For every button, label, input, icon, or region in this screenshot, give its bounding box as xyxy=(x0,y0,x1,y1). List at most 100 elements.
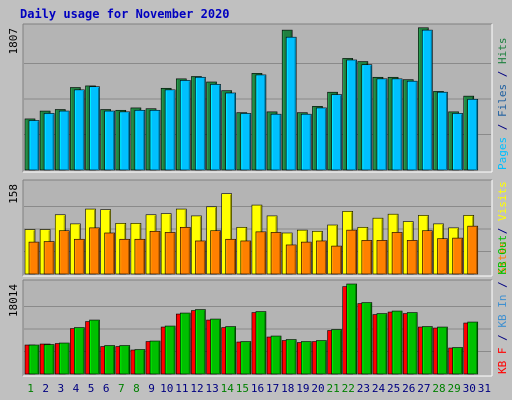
bar-sites-11 xyxy=(179,226,191,275)
bar-sites-28 xyxy=(437,238,448,275)
bar-pages-27 xyxy=(422,29,433,171)
bar-pages-11 xyxy=(179,80,191,171)
x-tick-label-10: 10 xyxy=(160,382,173,395)
x-tick-label-5: 5 xyxy=(88,382,95,395)
bar-sites-18 xyxy=(285,244,297,275)
bar-pages-3 xyxy=(58,110,70,171)
bar-kb-out-6 xyxy=(104,345,115,375)
bar-sites-7 xyxy=(119,238,131,275)
bar-kb-out-24 xyxy=(376,313,388,375)
bar-sites-5 xyxy=(89,227,100,275)
x-tick-label-26: 26 xyxy=(402,382,415,395)
bar-sites-24 xyxy=(376,240,388,275)
x-tick-label-2: 2 xyxy=(42,382,49,395)
bar-sites-1 xyxy=(28,241,40,275)
bar-pages-16 xyxy=(255,74,267,171)
series-legend-label: Pages / Files / Hits xyxy=(496,38,509,171)
bar-kb-out-9 xyxy=(149,340,161,375)
bar-kb-out-22 xyxy=(346,283,358,375)
bar-sites-13 xyxy=(210,230,221,275)
x-tick-label-24: 24 xyxy=(372,382,386,395)
x-tick-label-13: 13 xyxy=(205,382,218,395)
x-tick-label-23: 23 xyxy=(357,382,370,395)
x-tick-label-8: 8 xyxy=(133,382,140,395)
x-tick-label-4: 4 xyxy=(73,382,80,395)
legend-part: Sites xyxy=(496,241,509,274)
x-tick-label-31: 31 xyxy=(478,382,491,395)
x-axis-labels: 1 2 3 4 5 6 7 8 9 10 11 12 13 14 15 16 17 18 19 20 21 22 23 24 2… xyxy=(27,382,491,395)
bar-sites-17 xyxy=(270,232,282,275)
bar-sites-15 xyxy=(240,240,252,275)
bar-pages-12 xyxy=(195,76,206,171)
bar-kb-out-25 xyxy=(391,310,403,375)
bar-kb-out-3 xyxy=(58,342,70,375)
x-tick-label-15: 15 xyxy=(236,382,249,395)
bar-kb-out-18 xyxy=(285,339,297,375)
x-tick-label-25: 25 xyxy=(387,382,400,395)
bar-kb-out-4 xyxy=(74,327,85,375)
bar-pages-4 xyxy=(74,89,85,171)
panel-hits_files_pages: 1807 Pages / Files / Hits xyxy=(7,23,509,173)
bar-kb-out-28 xyxy=(437,326,448,375)
bar-sites-22 xyxy=(346,229,358,275)
bar-pages-30 xyxy=(467,98,479,171)
bar-pages-1 xyxy=(28,120,40,171)
bar-kb-out-13 xyxy=(210,318,221,375)
chart-title: Daily usage for November 2020 xyxy=(20,7,230,21)
bar-sites-26 xyxy=(406,240,418,275)
legend-part: / xyxy=(496,221,509,241)
bar-kb-out-8 xyxy=(134,349,146,375)
bar-kb-out-16 xyxy=(255,311,267,375)
bar-kb-out-29 xyxy=(452,347,463,375)
bar-pages-7 xyxy=(119,111,131,171)
bar-kb-out-15 xyxy=(240,341,252,375)
bar-sites-14 xyxy=(225,238,236,275)
bar-kb-out-7 xyxy=(119,345,131,375)
bar-pages-13 xyxy=(210,84,221,171)
bar-sites-10 xyxy=(164,232,176,275)
legend-part: Pages xyxy=(496,137,509,170)
bar-kb-out-20 xyxy=(316,340,327,375)
x-tick-label-28: 28 xyxy=(432,382,445,395)
x-tick-label-19: 19 xyxy=(296,382,309,395)
x-tick-label-29: 29 xyxy=(448,382,461,395)
bar-kb-out-30 xyxy=(467,321,479,375)
bar-pages-14 xyxy=(225,92,236,171)
bar-sites-3 xyxy=(58,230,70,275)
bar-pages-26 xyxy=(406,80,418,171)
bar-kb-out-10 xyxy=(164,325,176,375)
bar-kb-out-2 xyxy=(43,344,55,375)
bar-sites-12 xyxy=(195,240,206,275)
bar-kb-out-19 xyxy=(301,341,312,375)
panel-visits_sites: 158 Sites / Visits xyxy=(7,179,509,277)
bar-pages-5 xyxy=(89,86,100,171)
bar-pages-9 xyxy=(149,109,161,171)
x-tick-label-12: 12 xyxy=(190,382,203,395)
legend-part: / xyxy=(496,64,509,84)
bar-kb-out-11 xyxy=(179,312,191,375)
bar-pages-10 xyxy=(164,89,176,171)
bar-kb-out-17 xyxy=(270,335,282,375)
bar-pages-15 xyxy=(240,113,252,171)
bar-kb-out-21 xyxy=(331,329,342,375)
bar-kb-out-12 xyxy=(195,309,206,375)
bar-pages-20 xyxy=(316,107,327,171)
y-max-label: 158 xyxy=(7,184,20,204)
bar-pages-29 xyxy=(452,113,463,171)
x-tick-label-7: 7 xyxy=(118,382,125,395)
panel-kbytes: 18014 KB F / KB In / KB Out xyxy=(7,235,509,377)
bar-pages-25 xyxy=(391,78,403,171)
bar-kb-out-23 xyxy=(361,302,373,375)
bar-kb-out-5 xyxy=(89,319,100,375)
bar-pages-8 xyxy=(134,109,146,171)
bar-kb-out-27 xyxy=(422,326,433,375)
legend-part: / xyxy=(496,117,509,137)
legend-part: KB Out xyxy=(496,235,509,275)
bar-sites-20 xyxy=(316,240,327,275)
bar-pages-18 xyxy=(285,36,297,171)
bar-sites-27 xyxy=(422,230,433,275)
bar-pages-22 xyxy=(346,59,358,171)
bar-sites-29 xyxy=(452,237,463,275)
